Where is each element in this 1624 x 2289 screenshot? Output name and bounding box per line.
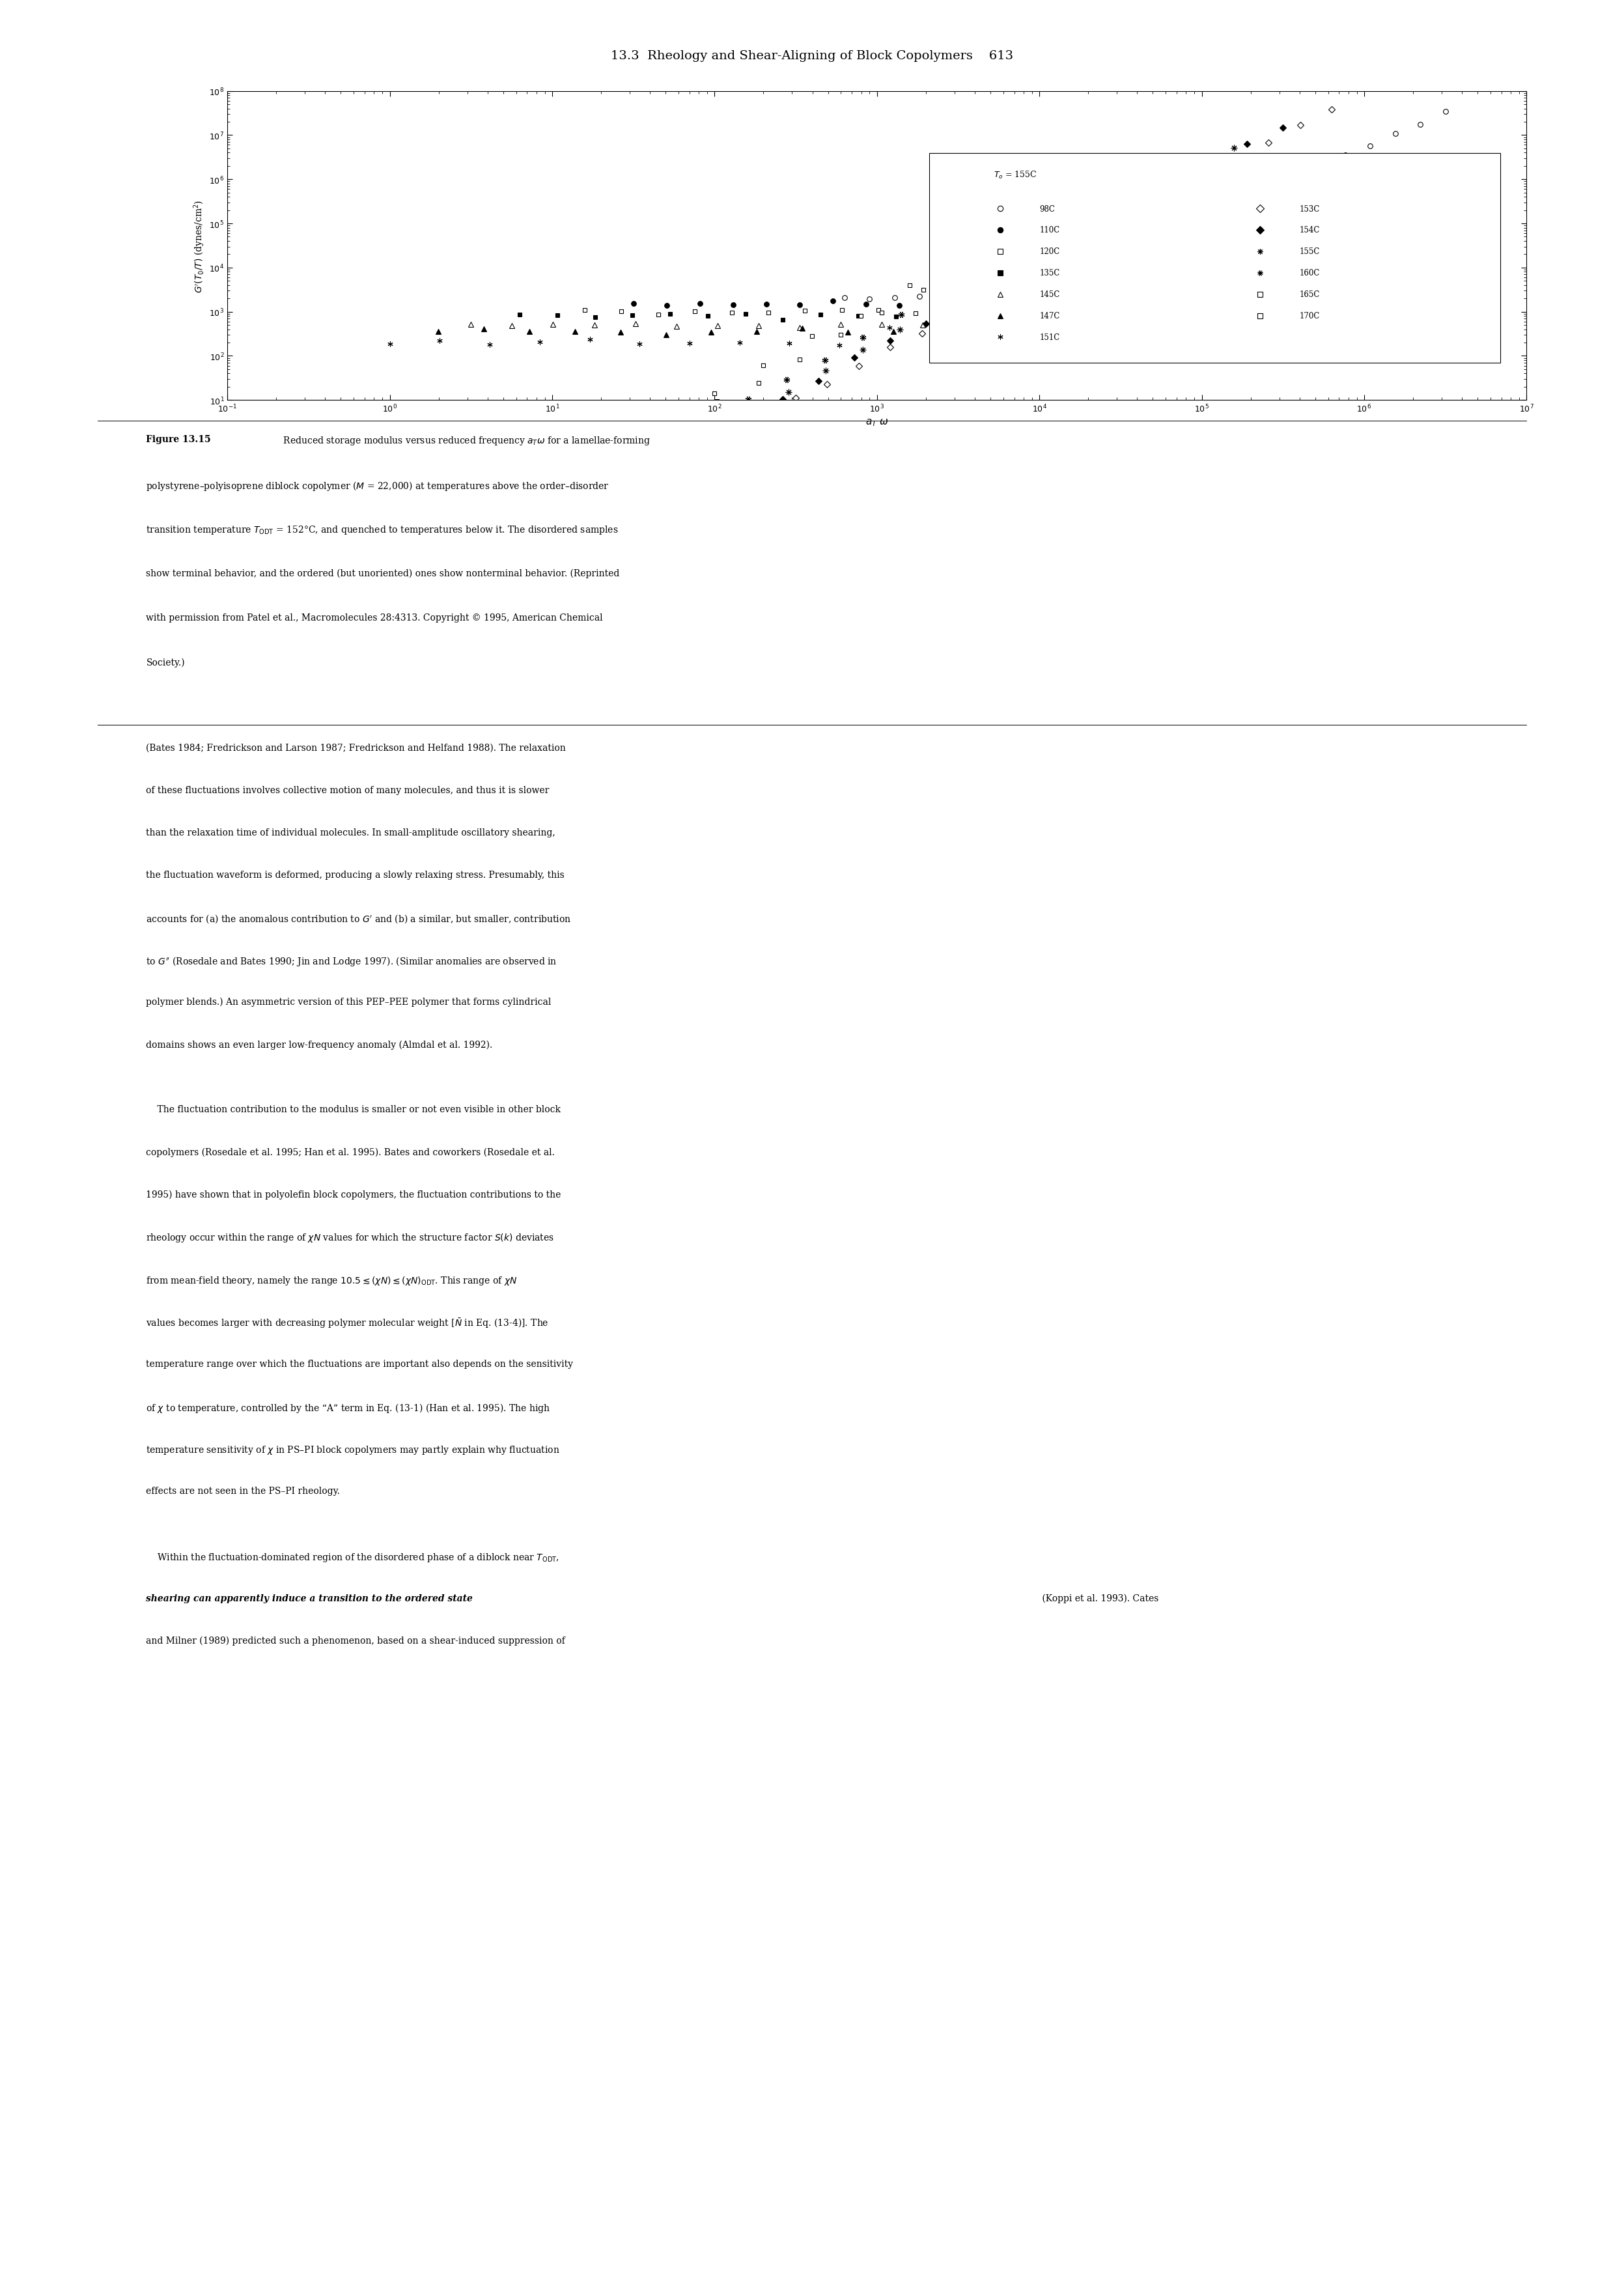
Text: polystyrene–polyisoprene diblock copolymer ($M$ = 22,000) at temperatures above : polystyrene–polyisoprene diblock copolym… [146, 478, 609, 492]
Text: show terminal behavior, and the ordered (but unoriented) ones show nonterminal b: show terminal behavior, and the ordered … [146, 568, 620, 579]
Text: shearing can apparently induce a transition to the ordered state: shearing can apparently induce a transit… [146, 1593, 473, 1602]
Text: copolymers (Rosedale et al. 1995; Han et al. 1995). Bates and coworkers (Rosedal: copolymers (Rosedale et al. 1995; Han et… [146, 1147, 555, 1156]
Text: The fluctuation contribution to the modulus is smaller or not even visible in ot: The fluctuation contribution to the modu… [146, 1106, 560, 1115]
Y-axis label: $G^\prime(T_0/T)$ (dynes/cm$^2$): $G^\prime(T_0/T)$ (dynes/cm$^2$) [192, 199, 206, 293]
Text: 98C: 98C [1039, 204, 1056, 213]
Text: with permission from Patel et al., Macromolecules 28:4313. Copyright © 1995, Ame: with permission from Patel et al., Macro… [146, 613, 603, 623]
Text: 1995) have shown that in polyolefin block copolymers, the fluctuation contributi: 1995) have shown that in polyolefin bloc… [146, 1190, 562, 1199]
Text: than the relaxation time of individual molecules. In small-amplitude oscillatory: than the relaxation time of individual m… [146, 829, 555, 838]
Text: rheology occur within the range of $\chi N$ values for which the structure facto: rheology occur within the range of $\chi… [146, 1231, 554, 1243]
Text: accounts for (a) the anomalous contribution to $G'$ and (b) a similar, but small: accounts for (a) the anomalous contribut… [146, 913, 572, 925]
Text: 151C: 151C [1039, 334, 1060, 341]
Text: 153C: 153C [1299, 204, 1320, 213]
Text: Figure 13.15: Figure 13.15 [146, 435, 211, 444]
Text: 13.3  Rheology and Shear-Aligning of Block Copolymers    613: 13.3 Rheology and Shear-Aligning of Bloc… [611, 50, 1013, 62]
Text: 135C: 135C [1039, 270, 1060, 277]
Text: Within the fluctuation-dominated region of the disordered phase of a diblock nea: Within the fluctuation-dominated region … [146, 1552, 560, 1563]
Text: temperature sensitivity of $\chi$ in PS–PI block copolymers may partly explain w: temperature sensitivity of $\chi$ in PS–… [146, 1444, 560, 1456]
Text: (Bates 1984; Fredrickson and Larson 1987; Fredrickson and Helfand 1988). The rel: (Bates 1984; Fredrickson and Larson 1987… [146, 744, 567, 753]
Text: domains shows an even larger low-frequency anomaly (Almdal et al. 1992).: domains shows an even larger low-frequen… [146, 1039, 492, 1048]
Text: to $G''$ (Rosedale and Bates 1990; Jin and Lodge 1997). (Similar anomalies are o: to $G''$ (Rosedale and Bates 1990; Jin a… [146, 955, 557, 968]
Text: the fluctuation waveform is deformed, producing a slowly relaxing stress. Presum: the fluctuation waveform is deformed, pr… [146, 870, 565, 879]
Text: 160C: 160C [1299, 270, 1320, 277]
Text: transition temperature $T_{\mathrm{ODT}}$ = 152°C, and quenched to temperatures : transition temperature $T_{\mathrm{ODT}}… [146, 524, 619, 536]
Text: Society.): Society.) [146, 659, 185, 668]
Text: polymer blends.) An asymmetric version of this PEP–PEE polymer that forms cylind: polymer blends.) An asymmetric version o… [146, 998, 552, 1007]
Bar [929, 153, 1501, 364]
Text: 154C: 154C [1299, 227, 1320, 236]
Text: of these fluctuations involves collective motion of many molecules, and thus it : of these fluctuations involves collectiv… [146, 785, 549, 794]
Text: from mean-field theory, namely the range $10.5 \lesssim (\chi N) \lesssim (\chi : from mean-field theory, namely the range… [146, 1275, 518, 1286]
X-axis label: $a_T$ $\omega$: $a_T$ $\omega$ [866, 417, 888, 428]
Text: $T_o$ = 155C: $T_o$ = 155C [994, 169, 1038, 181]
Text: (Koppi et al. 1993). Cates: (Koppi et al. 1993). Cates [1039, 1593, 1160, 1602]
Text: 170C: 170C [1299, 311, 1320, 320]
Text: 155C: 155C [1299, 247, 1320, 256]
Text: of $\chi$ to temperature, controlled by the “A” term in Eq. (13-1) (Han et al. 1: of $\chi$ to temperature, controlled by … [146, 1401, 551, 1415]
Text: 147C: 147C [1039, 311, 1060, 320]
Text: and Milner (1989) predicted such a phenomenon, based on a shear-induced suppress: and Milner (1989) predicted such a pheno… [146, 1637, 565, 1646]
Text: effects are not seen in the PS–PI rheology.: effects are not seen in the PS–PI rheolo… [146, 1486, 339, 1495]
Text: 110C: 110C [1039, 227, 1060, 236]
Text: 165C: 165C [1299, 291, 1320, 300]
Text: temperature range over which the fluctuations are important also depends on the : temperature range over which the fluctua… [146, 1360, 573, 1369]
Text: 145C: 145C [1039, 291, 1060, 300]
Text: Reduced storage modulus versus reduced frequency $a_T\omega$ for a lamellae-form: Reduced storage modulus versus reduced f… [278, 435, 651, 446]
Text: values becomes larger with decreasing polymer molecular weight [$\bar{N}$ in Eq.: values becomes larger with decreasing po… [146, 1316, 549, 1330]
Text: 120C: 120C [1039, 247, 1060, 256]
